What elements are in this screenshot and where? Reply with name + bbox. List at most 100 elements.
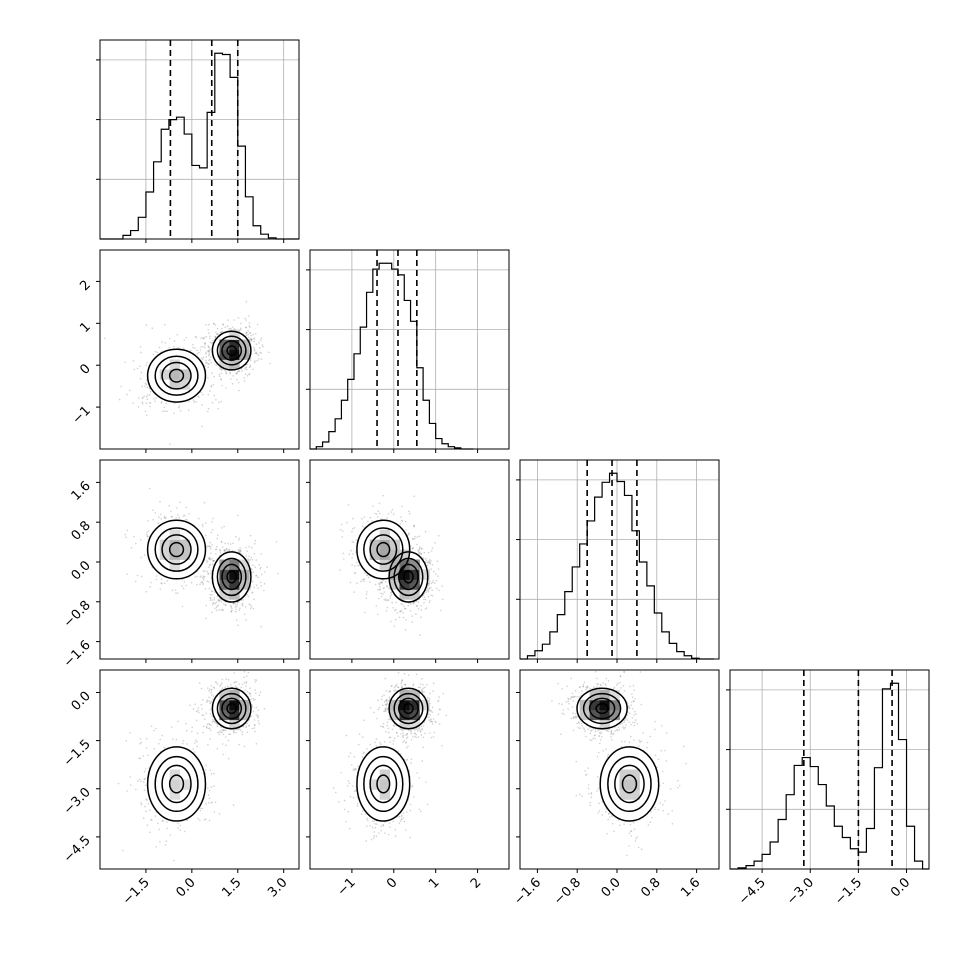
contour-level-1 xyxy=(146,519,207,580)
sample-point xyxy=(216,725,219,728)
sample-point xyxy=(247,558,249,560)
sample-point xyxy=(252,571,255,573)
sample-point xyxy=(259,568,262,570)
sample-point xyxy=(215,601,218,603)
sample-point xyxy=(255,743,258,745)
sample-point xyxy=(169,443,171,446)
sample-point xyxy=(238,609,241,611)
sample-point xyxy=(182,515,185,517)
sample-point xyxy=(357,743,360,746)
sample-point xyxy=(386,517,388,519)
sample-point xyxy=(388,822,391,825)
sample-point xyxy=(364,611,366,614)
sample-point xyxy=(195,336,198,339)
sample-point xyxy=(198,396,200,398)
sample-point xyxy=(380,581,383,583)
sample-point xyxy=(235,535,237,538)
sample-point xyxy=(207,802,210,804)
sample-point xyxy=(225,387,227,389)
sample-point xyxy=(182,347,185,350)
sample-point xyxy=(205,546,208,548)
sample-point xyxy=(175,507,178,509)
sample-point xyxy=(194,751,196,753)
density-cell xyxy=(169,369,180,380)
sample-point xyxy=(412,537,414,540)
sample-point xyxy=(150,818,152,821)
sample-point xyxy=(424,598,427,601)
sample-point xyxy=(220,540,223,543)
sample-point xyxy=(234,681,236,683)
sample-point xyxy=(231,609,233,612)
sample-point xyxy=(399,610,402,613)
sample-point xyxy=(126,573,129,575)
sample-point xyxy=(236,603,238,606)
sample-point xyxy=(198,682,201,684)
sample-point xyxy=(412,683,415,685)
sample-point xyxy=(260,339,262,342)
sample-point xyxy=(257,717,259,719)
sample-point xyxy=(200,703,203,706)
sample-point xyxy=(382,823,385,826)
sample-point xyxy=(214,335,217,338)
sample-point xyxy=(354,565,356,567)
sample-point xyxy=(404,520,407,523)
sample-point xyxy=(238,537,241,540)
sample-point xyxy=(146,531,148,534)
sample-point xyxy=(365,593,368,596)
sample-point xyxy=(208,819,211,822)
sample-point xyxy=(192,399,195,402)
sample-point xyxy=(219,549,222,551)
density-cell xyxy=(229,329,240,340)
sample-point xyxy=(411,621,413,623)
sample-point xyxy=(250,556,253,559)
sample-point xyxy=(213,559,215,562)
sample-point xyxy=(202,393,204,396)
sample-point xyxy=(221,527,223,529)
sample-point xyxy=(417,601,420,603)
sample-point xyxy=(208,727,211,730)
sample-point xyxy=(225,371,227,374)
sample-point xyxy=(400,516,402,518)
sample-point xyxy=(153,748,156,750)
sample-point xyxy=(179,824,182,827)
sample-point xyxy=(232,804,235,806)
sample-point xyxy=(413,495,416,498)
sample-point xyxy=(213,375,215,378)
sample-point xyxy=(239,549,242,551)
sample-point xyxy=(177,822,179,825)
sample-point xyxy=(245,331,248,334)
contour-level-4 xyxy=(168,368,185,383)
sample-point xyxy=(420,547,423,550)
sample-point xyxy=(386,701,388,703)
sample-point xyxy=(224,686,226,689)
sample-point xyxy=(379,512,381,515)
sample-point xyxy=(163,515,166,518)
sample-point xyxy=(427,551,430,554)
sample-point xyxy=(427,589,430,591)
sample-point xyxy=(374,512,376,515)
sample-point xyxy=(241,683,244,686)
sample-point xyxy=(248,336,250,339)
sample-point xyxy=(380,518,382,520)
contour-level-4 xyxy=(226,345,237,356)
sample-point xyxy=(194,335,197,338)
sample-point xyxy=(234,603,237,606)
sample-point xyxy=(211,720,214,723)
sample-point xyxy=(381,695,384,698)
sample-point xyxy=(164,517,166,519)
sample-point xyxy=(224,604,227,606)
sample-point xyxy=(204,570,206,572)
sample-point xyxy=(246,722,248,725)
sample-point xyxy=(214,607,216,610)
sample-point xyxy=(431,594,434,597)
sample-point xyxy=(169,834,172,836)
contour-level-1 xyxy=(211,330,252,371)
sample-point xyxy=(258,722,260,725)
sample-point xyxy=(147,535,149,538)
sample-point xyxy=(239,729,242,731)
sample-point xyxy=(201,358,204,361)
sample-point xyxy=(401,687,403,689)
sample-point xyxy=(255,574,258,577)
sample-point xyxy=(223,729,225,732)
sample-point xyxy=(140,556,142,559)
